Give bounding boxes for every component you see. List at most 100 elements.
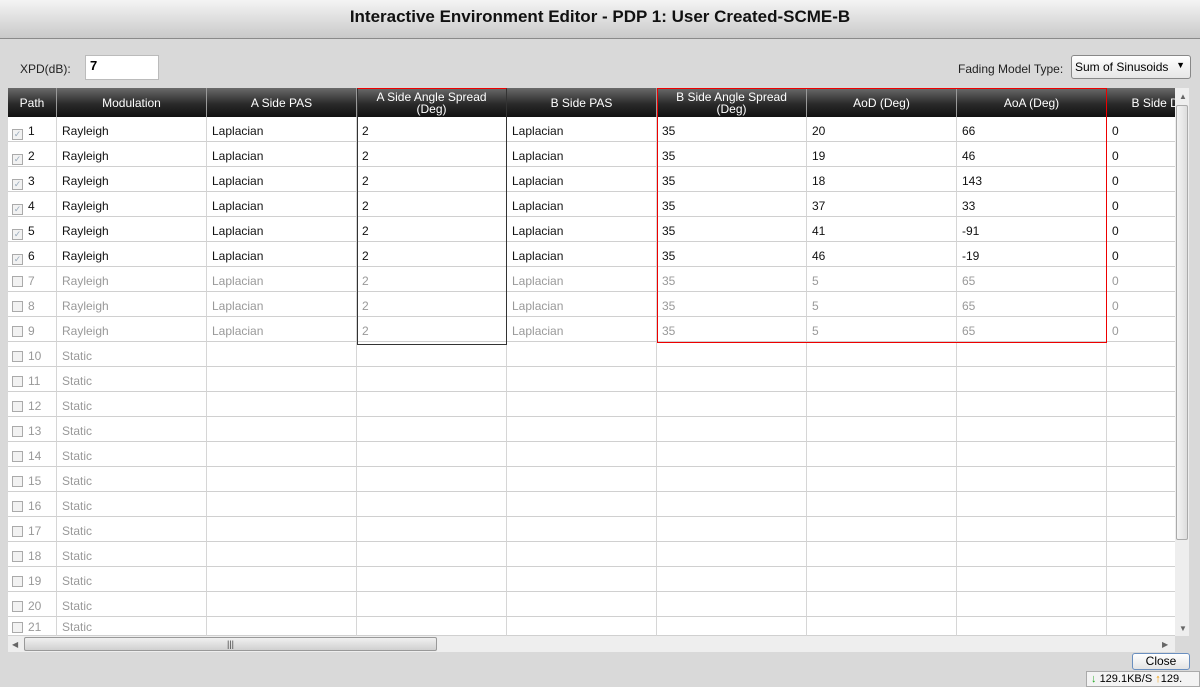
table-cell[interactable]: 5 [807, 292, 957, 317]
path-enabled-checkbox[interactable] [12, 301, 23, 312]
table-cell[interactable]: Laplacian [507, 317, 657, 342]
table-cell[interactable] [507, 417, 657, 442]
table-cell[interactable] [207, 617, 357, 636]
table-cell[interactable]: Rayleigh [57, 167, 207, 192]
table-cell[interactable]: Laplacian [207, 292, 357, 317]
table-cell[interactable] [957, 417, 1107, 442]
table-cell[interactable]: Laplacian [207, 317, 357, 342]
table-cell[interactable]: Rayleigh [57, 242, 207, 267]
table-cell[interactable] [357, 467, 507, 492]
table-cell[interactable] [807, 567, 957, 592]
table-cell[interactable]: Static [57, 442, 207, 467]
table-cell[interactable] [957, 442, 1107, 467]
path-enabled-checkbox[interactable] [12, 326, 23, 337]
table-cell[interactable]: Laplacian [507, 117, 657, 142]
table-cell[interactable] [657, 517, 807, 542]
table-cell[interactable]: 0 [1107, 267, 1175, 292]
table-cell[interactable]: 35 [657, 217, 807, 242]
table-cell[interactable] [1107, 442, 1175, 467]
table-cell[interactable] [807, 417, 957, 442]
column-header[interactable]: A Side PAS [207, 88, 357, 117]
table-cell[interactable]: 46 [807, 242, 957, 267]
table-cell[interactable]: 35 [657, 292, 807, 317]
table-cell[interactable] [657, 492, 807, 517]
table-cell[interactable]: 65 [957, 292, 1107, 317]
table-cell[interactable]: Laplacian [207, 167, 357, 192]
table-cell[interactable] [657, 342, 807, 367]
table-cell[interactable] [357, 392, 507, 417]
table-cell[interactable]: 0 [1107, 192, 1175, 217]
path-enabled-checkbox[interactable] [12, 451, 23, 462]
table-cell[interactable] [207, 467, 357, 492]
table-cell[interactable] [957, 517, 1107, 542]
table-cell[interactable] [957, 617, 1107, 636]
table-cell[interactable]: 0 [1107, 117, 1175, 142]
table-cell[interactable]: Static [57, 617, 207, 636]
table-cell[interactable]: 0 [1107, 292, 1175, 317]
table-cell[interactable]: 35 [657, 242, 807, 267]
table-cell[interactable] [357, 567, 507, 592]
scroll-down-icon[interactable]: ▼ [1179, 624, 1187, 633]
path-enabled-checkbox[interactable] [12, 426, 23, 437]
path-enabled-checkbox[interactable] [12, 476, 23, 487]
path-enabled-checkbox[interactable] [12, 501, 23, 512]
table-cell[interactable] [357, 367, 507, 392]
table-cell[interactable] [507, 617, 657, 636]
table-cell[interactable] [1107, 542, 1175, 567]
table-cell[interactable] [507, 567, 657, 592]
table-cell[interactable]: Rayleigh [57, 317, 207, 342]
table-cell[interactable] [807, 467, 957, 492]
table-cell[interactable]: Laplacian [507, 167, 657, 192]
table-cell[interactable] [657, 542, 807, 567]
path-enabled-checkbox[interactable]: ✓ [12, 204, 23, 215]
table-cell[interactable]: 5 [807, 317, 957, 342]
scroll-up-icon[interactable]: ▲ [1179, 92, 1187, 101]
table-cell[interactable] [957, 592, 1107, 617]
close-button[interactable]: Close [1132, 653, 1190, 670]
table-cell[interactable] [207, 392, 357, 417]
table-cell[interactable] [957, 567, 1107, 592]
table-cell[interactable]: 2 [357, 292, 507, 317]
table-cell[interactable] [807, 517, 957, 542]
table-cell[interactable] [507, 592, 657, 617]
column-header[interactable]: B Side Angle Spread (Deg) [657, 88, 807, 117]
table-cell[interactable] [807, 392, 957, 417]
table-cell[interactable] [207, 517, 357, 542]
table-cell[interactable] [1107, 492, 1175, 517]
path-enabled-checkbox[interactable]: ✓ [12, 254, 23, 265]
column-header[interactable]: B Side PAS [507, 88, 657, 117]
table-cell[interactable] [357, 617, 507, 636]
table-cell[interactable]: Static [57, 467, 207, 492]
table-cell[interactable]: Laplacian [207, 242, 357, 267]
table-cell[interactable]: 65 [957, 267, 1107, 292]
table-cell[interactable]: Static [57, 417, 207, 442]
column-header[interactable]: B Side Di [1107, 88, 1175, 117]
table-cell[interactable] [207, 542, 357, 567]
table-cell[interactable] [807, 492, 957, 517]
table-cell[interactable] [507, 542, 657, 567]
table-cell[interactable]: Static [57, 517, 207, 542]
table-cell[interactable]: 2 [357, 117, 507, 142]
table-cell[interactable] [657, 442, 807, 467]
table-cell[interactable] [957, 392, 1107, 417]
table-cell[interactable]: 35 [657, 267, 807, 292]
table-cell[interactable]: 5 [807, 267, 957, 292]
table-cell[interactable] [657, 367, 807, 392]
path-enabled-checkbox[interactable] [12, 601, 23, 612]
table-cell[interactable]: Rayleigh [57, 267, 207, 292]
table-cell[interactable]: 0 [1107, 167, 1175, 192]
table-cell[interactable]: 20 [807, 117, 957, 142]
table-cell[interactable] [657, 392, 807, 417]
table-cell[interactable]: Laplacian [507, 267, 657, 292]
table-cell[interactable]: 35 [657, 167, 807, 192]
column-header[interactable]: AoD (Deg) [807, 88, 957, 117]
table-cell[interactable]: 2 [357, 317, 507, 342]
table-cell[interactable] [207, 367, 357, 392]
table-cell[interactable]: 2 [357, 142, 507, 167]
table-cell[interactable] [1107, 392, 1175, 417]
table-cell[interactable]: Rayleigh [57, 117, 207, 142]
table-cell[interactable] [1107, 342, 1175, 367]
table-cell[interactable] [807, 617, 957, 636]
table-cell[interactable]: -19 [957, 242, 1107, 267]
table-cell[interactable] [507, 442, 657, 467]
